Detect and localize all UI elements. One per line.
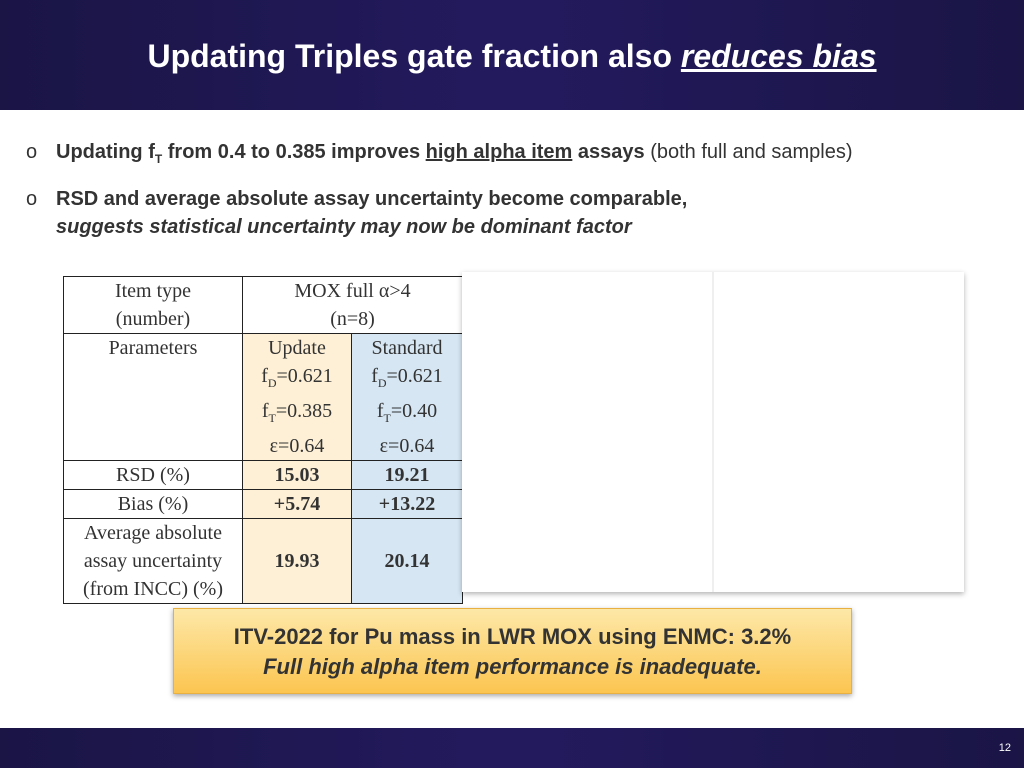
bullet-2-line2: suggests statistical uncertainty may now… <box>56 216 632 238</box>
bullet-2-line1: RSD and average absolute assay uncertain… <box>56 188 688 210</box>
bias-standard: +13.22 <box>351 489 463 519</box>
avg-label-line3: (from INCC) (%) <box>83 578 223 600</box>
avg-label-line1: Average absolute <box>84 522 222 544</box>
blank-image-panel <box>462 272 964 592</box>
group-header-line2: (n=8) <box>330 308 375 330</box>
bullet-1-subscript: T <box>154 152 163 166</box>
callout-line1: ITV-2022 for Pu mass in LWR MOX using EN… <box>233 624 792 649</box>
table-row: Bias (%) +5.74 +13.22 <box>63 489 463 519</box>
results-table: Item type (number) MOX full α>4 (n=8) Pa… <box>63 276 463 604</box>
bullet-1-part2: from 0.4 to 0.385 improves <box>162 141 426 163</box>
bullet-1-normal: (both full and samples) <box>644 141 853 163</box>
bias-label: Bias (%) <box>63 489 243 519</box>
standard-label: Standard <box>371 337 443 359</box>
rsd-standard: 19.21 <box>351 460 463 490</box>
bullet-1-underlined: high alpha item <box>425 141 573 163</box>
table-row: Average absolute assay uncertainty (from… <box>63 518 463 604</box>
update-eps: ε=0.64 <box>269 435 325 457</box>
title-main: Updating Triples gate fraction also <box>147 38 681 74</box>
page-number: 12 <box>998 742 1011 754</box>
panel-divider <box>712 272 714 592</box>
item-type-line1: Item type <box>114 280 192 302</box>
title-bar: Updating Triples gate fraction also redu… <box>0 0 1024 110</box>
avg-update: 19.93 <box>242 518 352 604</box>
parameters-label: Parameters <box>63 333 243 461</box>
update-label: Update <box>268 337 326 359</box>
slide-title: Updating Triples gate fraction also redu… <box>0 38 1024 75</box>
update-params: Update fD=0.621 fT=0.385 ε=0.64 <box>242 333 352 461</box>
avg-standard: 20.14 <box>351 518 463 604</box>
item-type-line2: (number) <box>115 308 191 330</box>
standard-eps: ε=0.64 <box>379 435 435 457</box>
bullet-1-part3: assays <box>572 141 645 163</box>
bias-update: +5.74 <box>242 489 352 519</box>
bullet-marker: o <box>26 188 38 210</box>
bullet-marker: o <box>26 141 38 163</box>
standard-fd: fD=0.621 <box>371 365 443 390</box>
group-header-line1: MOX full α>4 <box>294 280 411 302</box>
callout-box: ITV-2022 for Pu mass in LWR MOX using EN… <box>173 608 852 694</box>
parameters-label-text: Parameters <box>108 337 198 359</box>
rsd-update: 15.03 <box>242 460 352 490</box>
title-emphasis: reduces bias <box>680 38 877 74</box>
standard-ft: fT=0.40 <box>376 400 438 425</box>
update-fd: fD=0.621 <box>261 365 333 390</box>
table-row: RSD (%) 15.03 19.21 <box>63 460 463 490</box>
avg-label-line2: assay uncertainty <box>83 550 223 572</box>
rsd-label: RSD (%) <box>63 460 243 490</box>
callout-line2: Full high alpha item performance is inad… <box>263 654 762 679</box>
footer-bar: 12 <box>0 728 1024 768</box>
bullet-1-part1: Updating f <box>56 141 155 163</box>
item-type-header: Item type (number) <box>63 276 243 334</box>
bullet-1-text: Updating fT from 0.4 to 0.385 improves h… <box>56 141 853 166</box>
group-header: MOX full α>4 (n=8) <box>242 276 463 334</box>
update-ft: fT=0.385 <box>261 400 333 425</box>
avg-uncertainty-label: Average absolute assay uncertainty (from… <box>63 518 243 604</box>
standard-params: Standard fD=0.621 fT=0.40 ε=0.64 <box>351 333 463 461</box>
